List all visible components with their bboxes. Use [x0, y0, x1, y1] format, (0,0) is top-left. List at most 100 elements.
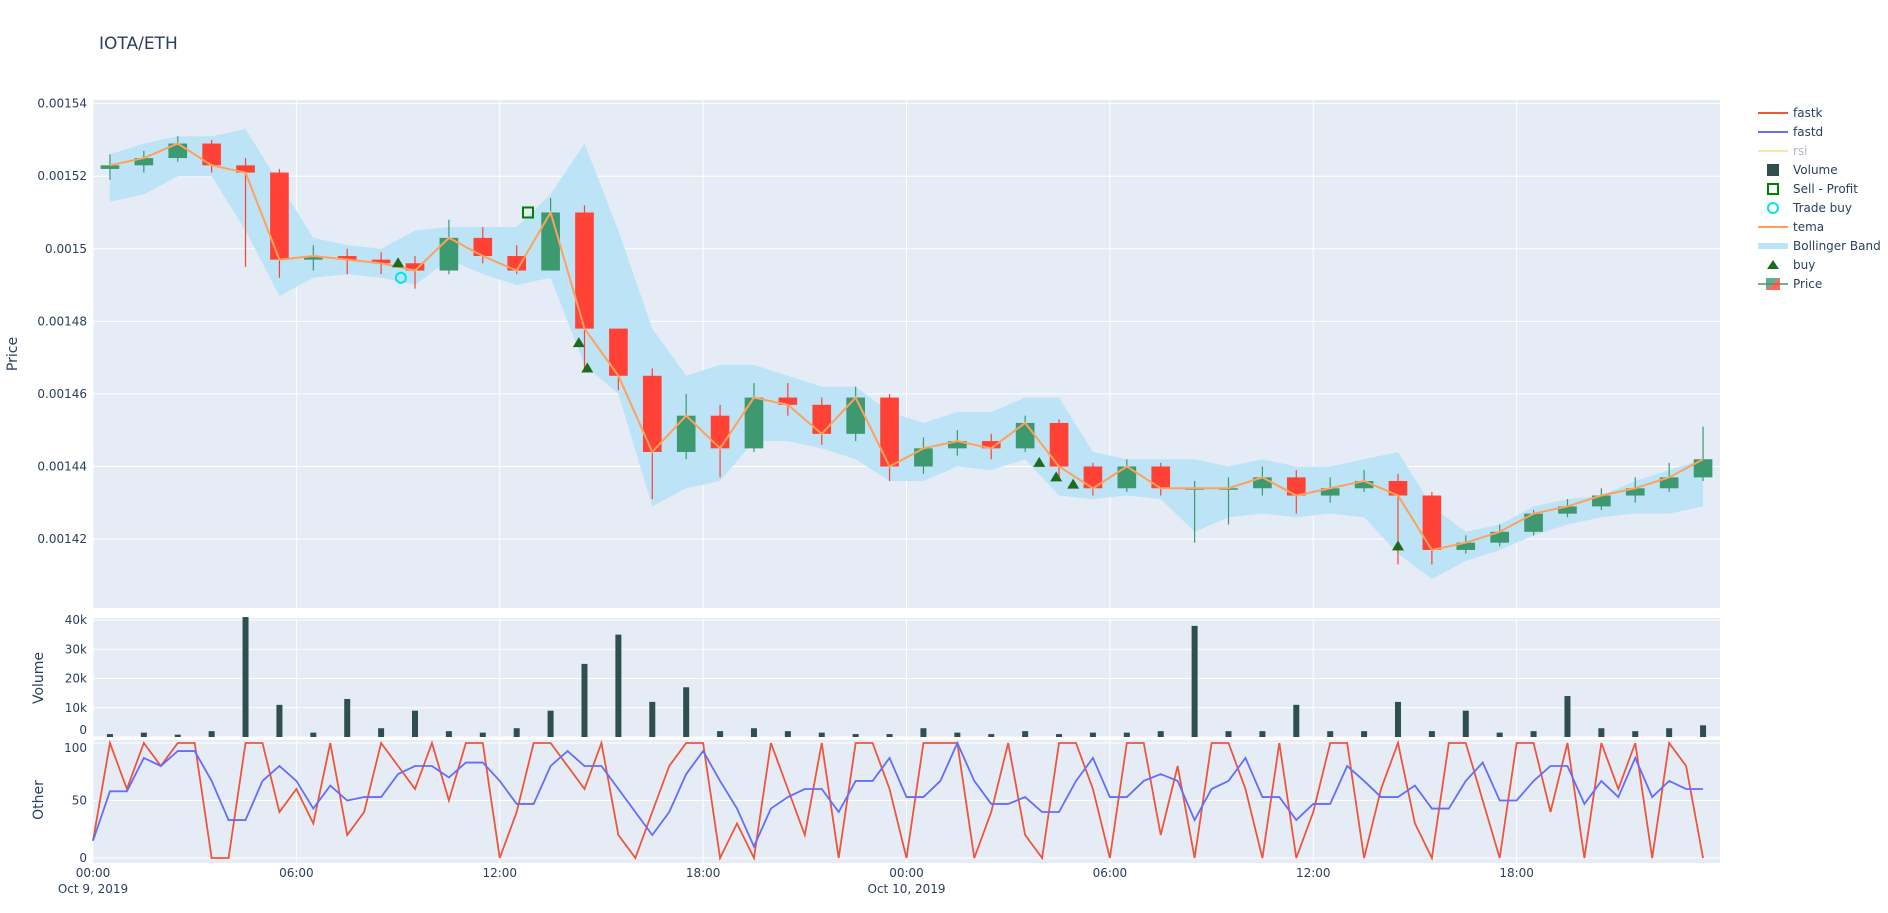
other-tick-label: 0	[79, 851, 87, 865]
candle-increasing	[744, 397, 764, 449]
volume-bar	[412, 710, 419, 737]
tema-line	[109, 142, 1704, 552]
volume-bar	[445, 731, 452, 737]
volume-bar	[174, 734, 181, 737]
legend-label: buy	[1793, 258, 1815, 272]
other-tick-label: 50	[72, 794, 87, 808]
candle-increasing	[1320, 488, 1340, 496]
candle-decreasing	[609, 328, 628, 376]
legend-label: tema	[1793, 220, 1824, 234]
candle-decreasing	[575, 212, 594, 329]
buy-marker	[1050, 471, 1063, 482]
price-tick-label: 0.00154	[37, 97, 87, 111]
candle-decreasing	[1083, 466, 1103, 489]
volume-bar	[140, 732, 147, 737]
volume-tick-label: 0	[79, 723, 87, 737]
tema-line	[109, 142, 1704, 552]
price-tick-label: 0.00142	[37, 532, 87, 546]
volume-bar	[310, 732, 317, 737]
legend: fastk fastd rsi Volume Sell - Profit Trade bu…	[1758, 106, 1881, 291]
volume-bar	[276, 704, 283, 737]
candle-decreasing	[507, 256, 527, 271]
volume-bar	[479, 732, 486, 737]
volume-bar	[1293, 704, 1300, 737]
volume-bar	[750, 728, 757, 737]
volume-bar	[886, 734, 893, 737]
legend-label: fastd	[1793, 125, 1823, 139]
candle-increasing	[1524, 513, 1543, 532]
candle-decreasing	[1422, 495, 1442, 550]
buy-marker	[1391, 540, 1404, 551]
candle-increasing	[1456, 542, 1476, 550]
buy-marker	[572, 337, 585, 348]
volume-tick-label: 30k	[65, 642, 87, 656]
price-tick-label: 0.00152	[37, 169, 87, 183]
candle-increasing	[1253, 477, 1272, 489]
candle-increasing	[1117, 466, 1137, 489]
price-tick-label: 0.00146	[37, 387, 87, 401]
candle-decreasing	[202, 143, 221, 166]
x-tick-label: 12:00	[1296, 866, 1331, 880]
candle-decreasing	[812, 404, 832, 434]
candle-increasing	[304, 256, 323, 260]
candle-decreasing	[473, 237, 493, 257]
bollinger-band-area	[109, 129, 1704, 579]
volume-bar	[513, 728, 520, 737]
candle-increasing	[1693, 459, 1713, 478]
candle-increasing	[1659, 477, 1679, 489]
volume-bar	[581, 663, 588, 737]
candle-decreasing	[880, 397, 899, 467]
buy-legend-swatch	[1767, 260, 1779, 269]
volume-bar	[1056, 734, 1063, 737]
volume-bar	[1394, 701, 1401, 737]
chart-title: IOTA/ETH	[99, 34, 178, 54]
volume-bar	[1428, 731, 1435, 737]
volume-bar	[988, 734, 995, 737]
other-tick-label: 100	[64, 741, 87, 755]
volume-bar	[1191, 625, 1198, 737]
x-tick-label: 12:00	[482, 866, 517, 880]
buy-marker	[392, 257, 405, 268]
sell-profit-legend-swatch	[1767, 183, 1779, 195]
volume-bar	[1700, 725, 1707, 737]
volume-bar	[1225, 731, 1232, 737]
candle-increasing	[948, 441, 967, 449]
bollinger-legend-swatch	[1758, 243, 1788, 249]
candle-decreasing	[371, 259, 391, 264]
volume-bar	[344, 698, 351, 737]
legend-label: Bollinger Band	[1793, 239, 1881, 253]
volume-bar	[784, 731, 791, 737]
candle-decreasing	[1049, 422, 1069, 467]
volume-bar	[615, 634, 622, 737]
trade-buy-legend-swatch	[1767, 202, 1779, 214]
buy-marker	[581, 362, 594, 373]
volume-bar	[242, 617, 249, 737]
candle-decreasing	[236, 165, 255, 173]
volume-bar	[378, 728, 385, 737]
volume-bar	[1496, 732, 1503, 737]
price-tick-label: 0.00144	[37, 459, 87, 473]
volume-bar	[1259, 731, 1266, 737]
volume-bar	[1022, 731, 1029, 737]
candle-decreasing	[405, 263, 425, 271]
volume-bar	[1157, 731, 1164, 737]
fastk-line	[92, 739, 1704, 861]
volume-bar	[1632, 731, 1639, 737]
candle-increasing	[846, 397, 865, 434]
volume-tick-label: 40k	[65, 613, 87, 627]
bollinger-band	[109, 129, 1704, 579]
candle-increasing	[1354, 481, 1374, 489]
candle-decreasing	[337, 256, 357, 260]
volume-axis-title: Volume	[31, 652, 47, 704]
candle-increasing	[1490, 531, 1509, 543]
legend-label: Price	[1793, 277, 1822, 291]
volume-bar	[1361, 731, 1368, 737]
price-axis-title: Price	[5, 337, 21, 371]
volume-bar	[106, 734, 113, 737]
volume-bar	[1123, 732, 1130, 737]
candle-increasing	[100, 165, 120, 169]
volume-bar	[1327, 731, 1334, 737]
x-tick-label: 18:00	[1499, 866, 1534, 880]
volume-tick-label: 20k	[65, 672, 87, 686]
x-tick-label: 06:00	[1093, 866, 1128, 880]
